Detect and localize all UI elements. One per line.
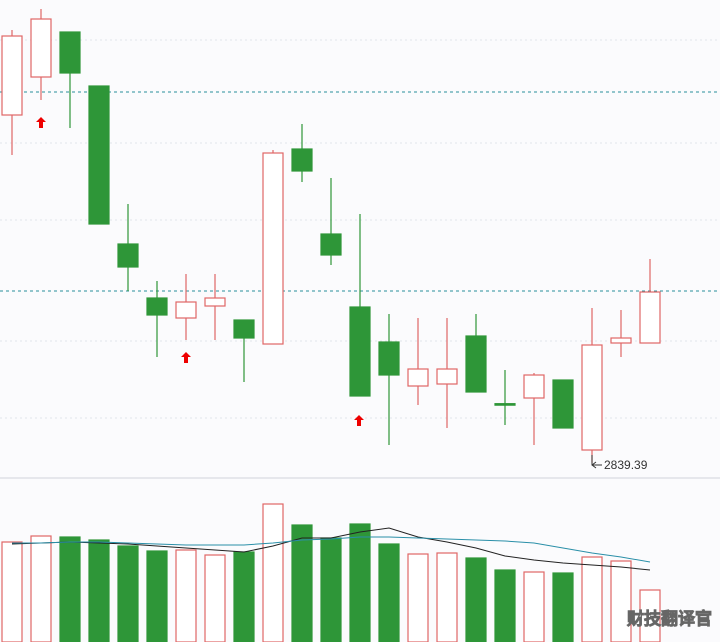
- volume-bar: [117, 545, 139, 642]
- candle-body: [610, 337, 632, 344]
- volume-bar: [262, 503, 284, 642]
- candle-body: [291, 148, 313, 172]
- price-panel: [1, 9, 661, 463]
- volume-bar: [204, 554, 226, 642]
- candle-body: [494, 403, 516, 406]
- candle-body: [639, 291, 661, 344]
- volume-bar: [610, 560, 632, 642]
- low-label: 2839.39: [604, 458, 648, 472]
- candle-body: [59, 31, 81, 74]
- volume-bar: [407, 553, 429, 642]
- signal-arrow: [354, 415, 364, 426]
- volume-bar: [378, 543, 400, 642]
- volume-bar: [291, 524, 313, 642]
- volume-bar: [88, 539, 110, 642]
- candle-body: [378, 341, 400, 376]
- signal-arrow: [181, 352, 191, 363]
- candle-body: [146, 297, 168, 316]
- moving-average: [11, 527, 651, 571]
- volume-bar: [465, 557, 487, 642]
- moving-average: [12, 536, 651, 563]
- watermark: 财技翻译官: [626, 608, 712, 628]
- volume-bar: [523, 571, 545, 642]
- candle-body: [581, 344, 603, 451]
- candle-body: [1, 35, 23, 116]
- candle-body: [88, 85, 110, 225]
- volume-panel: [1, 503, 661, 642]
- candle-body: [320, 233, 342, 256]
- volume-bar: [349, 523, 371, 642]
- candle-body: [175, 301, 197, 319]
- candle-body: [407, 368, 429, 387]
- candle-body: [30, 18, 52, 78]
- volume-bar: [1, 541, 23, 642]
- candle-body: [262, 152, 284, 345]
- candle-body: [233, 319, 255, 339]
- volume-bar: [30, 535, 52, 642]
- volume-bar: [233, 551, 255, 642]
- candle-body: [465, 335, 487, 393]
- candle-body: [204, 297, 226, 307]
- volume-bar: [436, 552, 458, 642]
- signal-arrow: [36, 117, 46, 128]
- volume-bar: [494, 569, 516, 642]
- candle-body: [552, 379, 574, 429]
- volume-bar: [552, 572, 574, 642]
- volume-bar: [639, 589, 661, 642]
- low-pointer: [591, 455, 602, 469]
- volume-bar: [175, 549, 197, 642]
- candle-body: [349, 306, 371, 397]
- candle-body: [523, 374, 545, 399]
- volume-bar: [59, 536, 81, 642]
- volume-bar: [146, 550, 168, 642]
- volume-bar: [320, 537, 342, 642]
- candle-body: [117, 243, 139, 268]
- volume-bar: [581, 556, 603, 642]
- candle-body: [436, 368, 458, 385]
- signal-arrows: [36, 117, 364, 426]
